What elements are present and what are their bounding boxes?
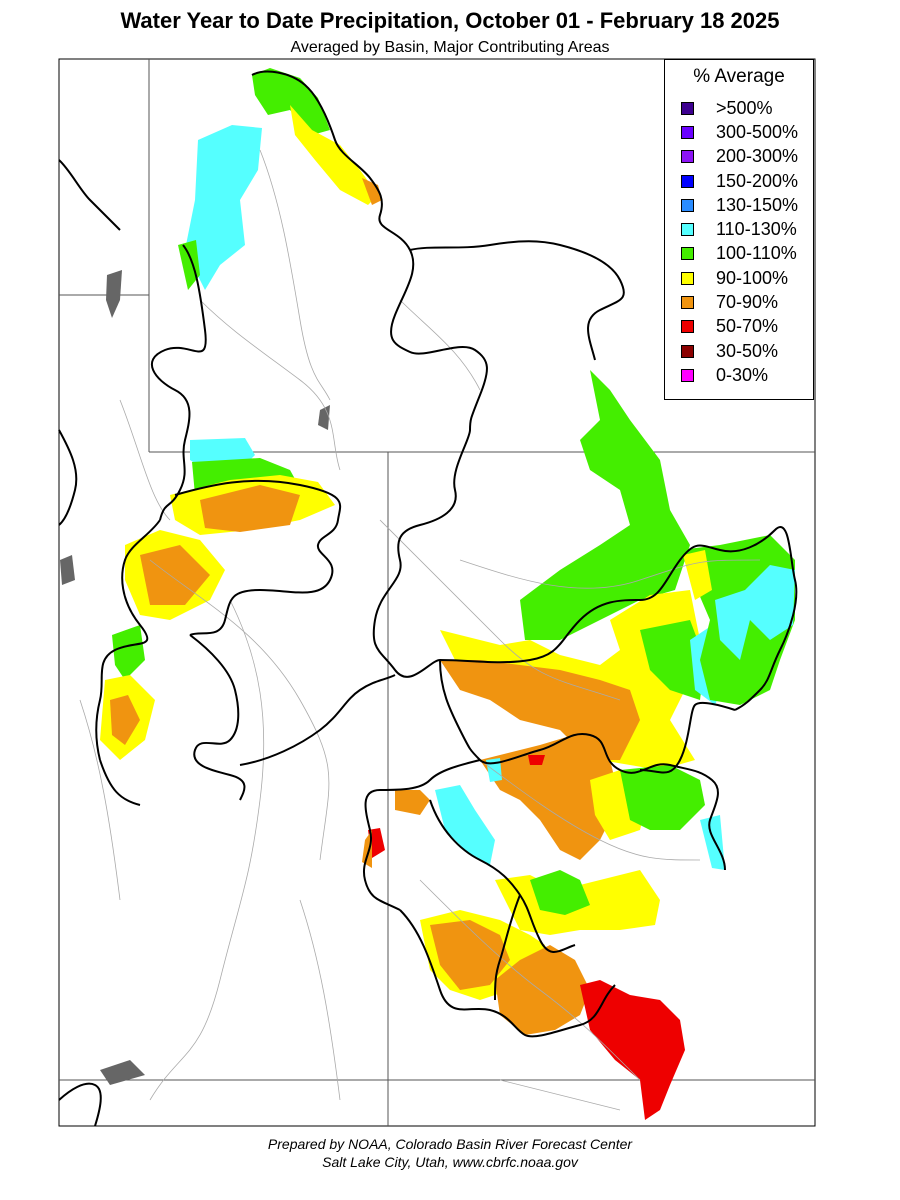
legend-item: >500% — [665, 96, 813, 120]
legend-swatch — [681, 344, 694, 358]
legend-item: 300-500% — [665, 120, 813, 144]
map-subtitle: Averaged by Basin, Major Contributing Ar… — [290, 39, 610, 56]
region-50-70 — [368, 828, 385, 858]
legend-label: 50-70% — [716, 316, 779, 337]
legend-title: % Average — [693, 66, 785, 87]
region-90-100 — [290, 105, 378, 205]
region-70-90 — [200, 485, 300, 532]
region-100-110 — [112, 625, 145, 680]
region-70-90 — [480, 730, 620, 860]
region-110-130 — [700, 815, 725, 870]
legend-item: 100-110% — [665, 242, 813, 266]
legend-label: 100-110% — [716, 243, 797, 264]
region-110-130 — [185, 125, 262, 290]
region-70-90 — [495, 945, 590, 1035]
region-70-90 — [362, 830, 372, 868]
legend-item: 150-200% — [665, 169, 813, 193]
region-100-110 — [178, 240, 200, 290]
legend-label: 70-90% — [716, 292, 779, 313]
legend-box: % Average >500% 300-500% 200-300% 150-200% 1… — [664, 59, 814, 400]
legend-swatch — [681, 296, 694, 310]
legend-swatch — [681, 223, 694, 237]
legend-swatch — [681, 198, 694, 212]
legend-swatch — [681, 368, 694, 382]
legend-item: 70-90% — [665, 290, 813, 314]
legend-item: 200-300% — [665, 145, 813, 169]
legend-swatch — [681, 150, 694, 164]
precipitation-regions — [100, 68, 795, 1120]
rivers — [79, 149, 761, 1111]
region-50-70 — [580, 980, 685, 1120]
legend-swatch — [681, 271, 694, 285]
legend-swatch — [681, 125, 694, 139]
region-110-130 — [435, 785, 495, 865]
legend-swatch — [681, 174, 694, 188]
region-90-100 — [683, 550, 712, 600]
region-70-90 — [430, 920, 510, 990]
legend-item: 50-70% — [665, 315, 813, 339]
legend-item: 0-30% — [665, 363, 813, 387]
region-70-90 — [362, 178, 382, 205]
legend-item: 130-150% — [665, 193, 813, 217]
legend-swatch — [681, 101, 694, 115]
region-100-110 — [530, 870, 590, 915]
region-100-110 — [640, 620, 705, 700]
footer-location: Salt Lake City, Utah, www.cbrfc.noaa.gov — [322, 1154, 578, 1170]
region-100-110 — [620, 765, 705, 830]
legend-label: 130-150% — [716, 194, 799, 215]
region-110-130 — [715, 565, 795, 660]
footer-credit: Prepared by NOAA, Colorado Basin River F… — [267, 1136, 633, 1152]
legend-label: 200-300% — [716, 146, 799, 167]
legend-label: 90-100% — [716, 267, 789, 288]
region-70-90 — [140, 545, 210, 605]
legend-items: >500% 300-500% 200-300% 150-200% 130-150% 110… — [665, 96, 813, 388]
legend-item: 110-130% — [665, 217, 813, 241]
region-100-110 — [520, 370, 690, 640]
lakes — [60, 270, 330, 1085]
region-100-110 — [252, 68, 330, 135]
legend-label: 0-30% — [716, 364, 769, 385]
region-70-90 — [110, 695, 140, 745]
legend-label: >500% — [716, 97, 773, 118]
map-title: Water Year to Date Precipitation, Octobe… — [120, 8, 780, 33]
legend-swatch — [681, 247, 694, 261]
legend-label: 30-50% — [716, 340, 779, 361]
legend-label: 300-500% — [716, 121, 799, 142]
basin-boundaries — [58, 70, 798, 1127]
region-70-90 — [395, 790, 430, 815]
legend-swatch — [681, 320, 694, 334]
legend-item: 30-50% — [665, 339, 813, 363]
legend-label: 150-200% — [716, 170, 799, 191]
legend-label: 110-130% — [716, 219, 797, 240]
legend-item: 90-100% — [665, 266, 813, 290]
region-50-70 — [528, 755, 545, 765]
